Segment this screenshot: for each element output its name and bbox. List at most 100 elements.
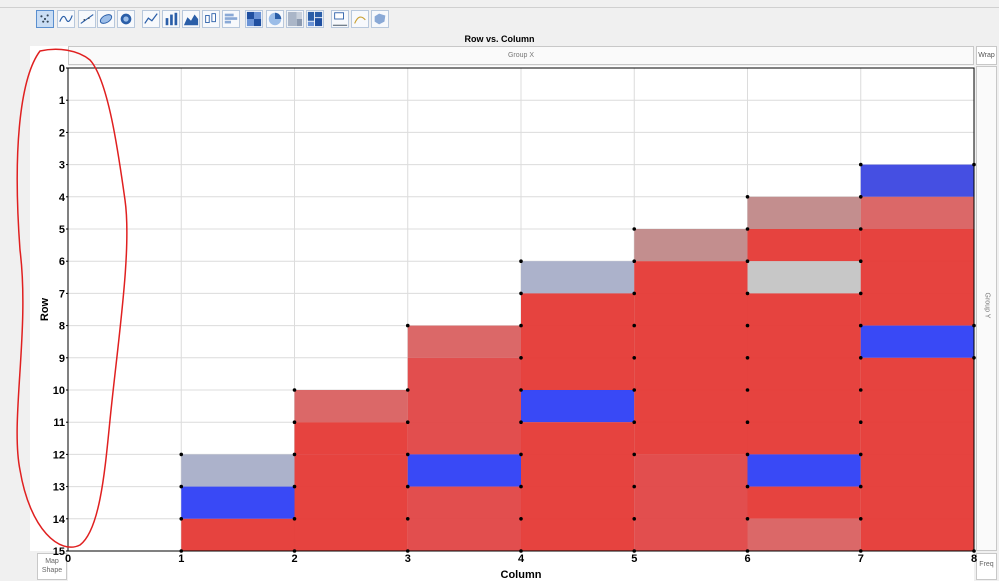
data-point <box>405 452 410 457</box>
y-tick-label: 11 <box>53 417 65 429</box>
heatmap-icon[interactable] <box>245 10 263 28</box>
data-point <box>519 388 523 392</box>
data-point <box>745 452 750 457</box>
data-point <box>632 420 637 425</box>
heatmap-cell <box>294 454 408 551</box>
data-point <box>745 227 750 231</box>
toolbar-divider <box>0 7 999 8</box>
data-point <box>858 227 863 231</box>
y-tick-label: 5 <box>59 224 65 236</box>
data-point <box>632 356 637 360</box>
line-icon[interactable] <box>142 10 160 28</box>
treemap-icon[interactable] <box>286 10 304 28</box>
y-tick-label: 13 <box>53 482 65 494</box>
x-tick-label: 3 <box>405 553 411 565</box>
data-point <box>858 259 863 264</box>
heatmap-cell <box>407 454 521 487</box>
heatmap-cell <box>747 293 861 455</box>
data-point <box>632 549 637 553</box>
y-tick-label: 7 <box>59 288 65 300</box>
x-tick-label: 5 <box>631 553 637 565</box>
data-point <box>519 484 523 489</box>
data-point <box>292 452 297 457</box>
map-shape-label-line2: Shape <box>41 567 63 574</box>
heatmap-cell <box>181 486 295 519</box>
data-point <box>519 356 523 360</box>
data-point <box>858 388 863 392</box>
data-point <box>519 420 523 425</box>
data-point <box>405 388 410 392</box>
data-point <box>632 323 637 328</box>
heatmap-cell <box>294 390 408 423</box>
x-tick-label: 8 <box>971 553 977 565</box>
line-fit-icon[interactable] <box>78 10 96 28</box>
map-shape-label-line1: Map <box>45 558 59 565</box>
data-point <box>745 195 750 199</box>
heatmap-cell <box>521 293 635 390</box>
y-tick-label: 1 <box>59 95 65 107</box>
heatmap-cell <box>747 196 861 229</box>
data-point <box>519 291 523 296</box>
data-point <box>632 388 637 392</box>
data-point <box>632 517 637 521</box>
area-icon[interactable] <box>182 10 200 28</box>
heatmap-cell <box>521 422 635 551</box>
heatmap-cell <box>521 261 635 294</box>
data-point <box>858 323 863 328</box>
data-point <box>292 388 297 392</box>
heatmap-cell <box>181 518 295 551</box>
formula-icon[interactable] <box>351 10 369 28</box>
ellipse-icon[interactable] <box>97 10 115 28</box>
points-icon[interactable] <box>36 10 54 28</box>
data-point <box>292 549 297 553</box>
data-point <box>858 517 863 521</box>
data-point <box>632 452 637 457</box>
heatmap-cell <box>747 261 861 294</box>
bar-icon[interactable] <box>162 10 180 28</box>
data-point <box>292 484 297 489</box>
data-point <box>179 549 184 553</box>
data-point <box>745 291 750 296</box>
y-tick-label: 0 <box>59 63 65 75</box>
mosaic-icon[interactable] <box>306 10 324 28</box>
data-point <box>519 259 523 264</box>
map-shape-drop-zone[interactable]: Map Shape <box>37 553 67 580</box>
y-tick-label: 6 <box>59 256 65 268</box>
group-x-drop-zone[interactable]: Group X <box>68 46 974 65</box>
contour-icon[interactable] <box>117 10 135 28</box>
wrap-drop-zone[interactable]: Wrap <box>976 46 997 65</box>
histogram-icon[interactable] <box>222 10 240 28</box>
smoother-icon[interactable] <box>57 10 75 28</box>
y-tick-label: 8 <box>59 321 65 333</box>
data-point <box>745 259 750 264</box>
data-point <box>745 517 750 521</box>
y-axis-title: Row <box>39 297 51 321</box>
data-point <box>405 420 410 425</box>
group-y-drop-zone[interactable]: Group Y <box>976 66 997 551</box>
chart-title: Row vs. Column <box>464 34 535 44</box>
data-point <box>179 517 184 521</box>
y-tick-label: 9 <box>59 353 65 365</box>
map-shapes-icon[interactable] <box>371 10 389 28</box>
data-point <box>858 484 863 489</box>
x-axis-area <box>68 551 974 581</box>
data-point <box>972 356 976 360</box>
y-tick-label: 3 <box>59 160 65 172</box>
data-point <box>519 517 523 521</box>
data-point <box>972 549 976 553</box>
data-point <box>179 452 184 457</box>
x-tick-label: 1 <box>178 553 184 565</box>
freq-drop-zone[interactable]: Freq <box>976 553 997 580</box>
heatmap-cell <box>407 486 521 551</box>
data-point <box>745 420 750 425</box>
heatmap-cell <box>407 325 521 358</box>
y-tick-label: 2 <box>59 127 65 139</box>
caption-box-icon[interactable] <box>331 10 349 28</box>
pie-icon[interactable] <box>266 10 284 28</box>
y-axis-area <box>30 46 68 551</box>
heatmap-cell <box>860 164 974 197</box>
data-point <box>858 549 863 553</box>
data-point <box>405 484 410 489</box>
box-plot-icon[interactable] <box>202 10 220 28</box>
data-point <box>632 259 637 264</box>
